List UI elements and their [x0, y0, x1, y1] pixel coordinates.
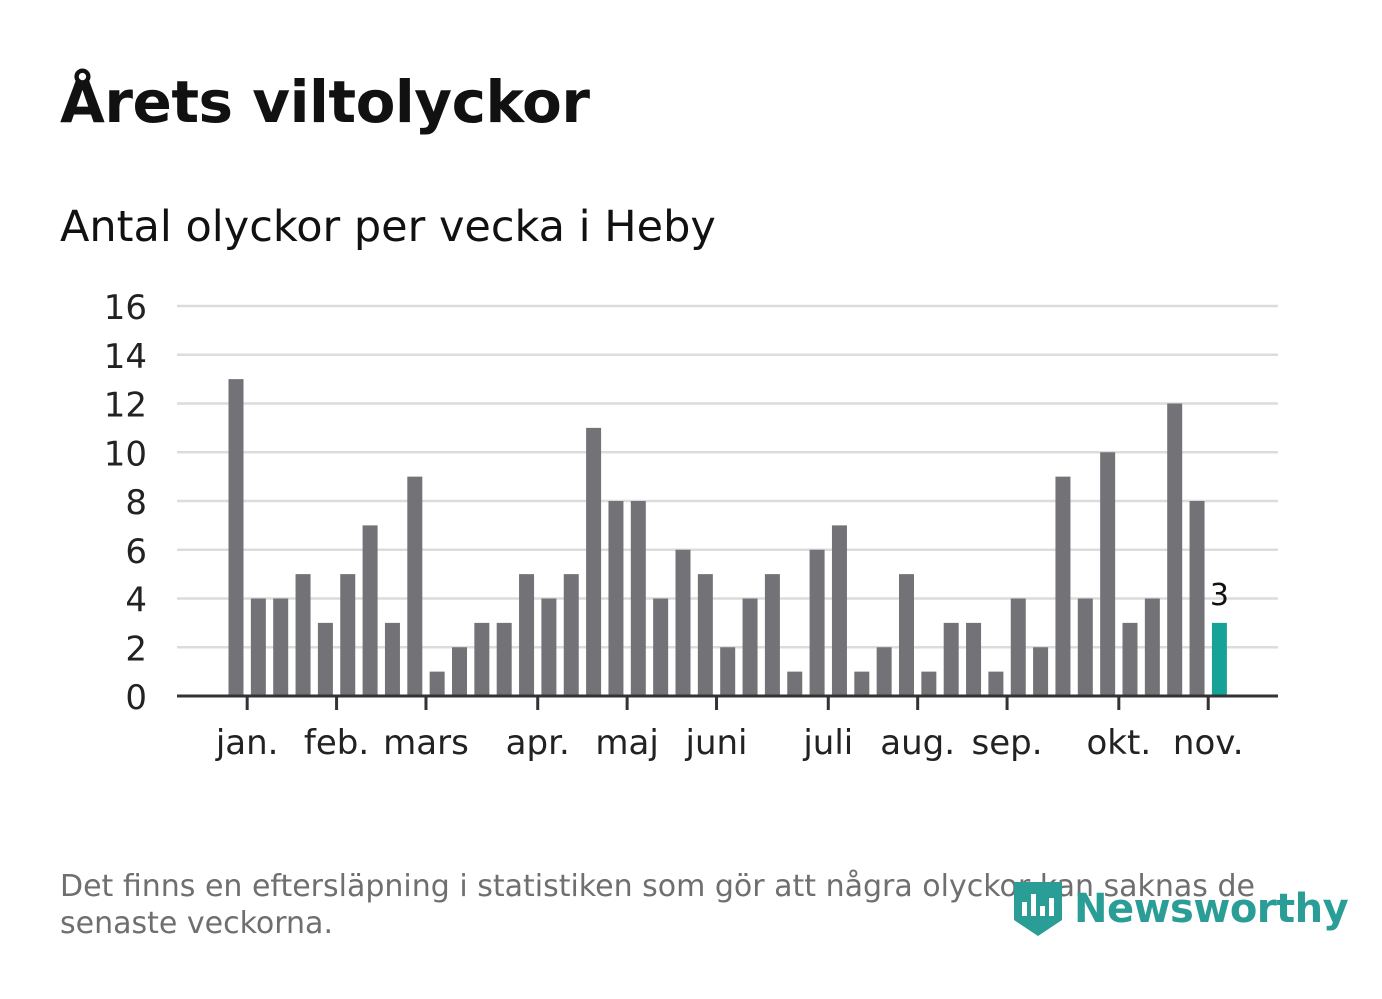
bar [384, 622, 400, 696]
bar [340, 574, 356, 696]
bar [809, 549, 825, 696]
x-axis [177, 694, 1278, 710]
x-tick-label: aug. [880, 723, 955, 763]
bar [1100, 452, 1116, 696]
x-tick-label: juni [685, 723, 748, 763]
bar-highlight [1211, 622, 1227, 696]
bar [429, 671, 445, 696]
bar [1010, 598, 1026, 696]
y-tick-label: 16 [104, 288, 147, 328]
y-tick-label: 10 [104, 434, 147, 474]
bar-chart: 0 2 4 6 8 10 12 14 16 3 jan. feb. mars apr. maj juni jul… [104, 288, 1278, 763]
bar [899, 574, 914, 696]
newsworthy-logo-icon [1014, 882, 1062, 936]
bar [630, 501, 646, 696]
bar [362, 525, 378, 696]
bar [720, 647, 736, 696]
bar [1189, 501, 1205, 696]
y-tick-label: 8 [125, 483, 147, 523]
x-tick-label: okt. [1087, 723, 1152, 763]
bar [317, 622, 333, 696]
y-tick-label: 4 [125, 581, 147, 621]
bar [921, 671, 937, 696]
bar [966, 622, 982, 696]
bar [697, 574, 713, 696]
bar [1144, 598, 1160, 696]
bar [831, 525, 847, 696]
y-tick-label: 14 [104, 337, 147, 377]
bar [295, 574, 311, 696]
bar [988, 671, 1004, 696]
bar [1167, 403, 1183, 696]
gridlines [177, 304, 1278, 649]
y-tick-label: 0 [125, 678, 147, 718]
highlight-value-label: 3 [1210, 578, 1229, 613]
bar [563, 574, 579, 696]
bar [854, 671, 870, 696]
x-tick-label: juli [802, 723, 853, 763]
y-tick-label: 6 [125, 532, 147, 572]
x-tick-label: apr. [506, 723, 570, 763]
bars [228, 379, 1227, 696]
bar [608, 501, 624, 696]
bar [764, 574, 780, 696]
bar [519, 574, 535, 696]
bar [496, 622, 512, 696]
bar [1122, 622, 1138, 696]
bar [653, 598, 669, 696]
bar [1033, 647, 1049, 696]
y-tick-label: 12 [104, 386, 147, 426]
bar [541, 598, 557, 696]
x-tick-label: jan. [215, 723, 279, 763]
x-tick-label: maj [595, 723, 658, 763]
chart-title: Årets viltolyckor [60, 68, 590, 136]
bar [586, 427, 602, 696]
bar [273, 598, 289, 696]
bar [228, 379, 244, 696]
x-tick-label: sep. [972, 723, 1043, 763]
x-tick-label: nov. [1173, 723, 1244, 763]
x-tick-label: feb. [304, 723, 369, 763]
tick-labels: 0 2 4 6 8 10 12 14 16 3 jan. feb. mars apr. maj juni jul… [104, 288, 1244, 763]
bar [452, 647, 467, 696]
bar [876, 647, 892, 696]
chart-subtitle: Antal olyckor per vecka i Heby [60, 202, 716, 252]
newsworthy-logo: Newsworthy [1010, 878, 1349, 940]
logo-text: Newsworthy [1074, 886, 1349, 932]
bar [250, 598, 266, 696]
bar [675, 549, 691, 696]
y-tick-label: 2 [125, 629, 147, 669]
bar [742, 598, 758, 696]
x-tick-label: mars [383, 723, 469, 763]
bar [1055, 476, 1071, 696]
bar [407, 476, 423, 696]
bar [787, 671, 803, 696]
bar [1077, 598, 1093, 696]
bar [943, 622, 959, 696]
bar [474, 622, 490, 696]
